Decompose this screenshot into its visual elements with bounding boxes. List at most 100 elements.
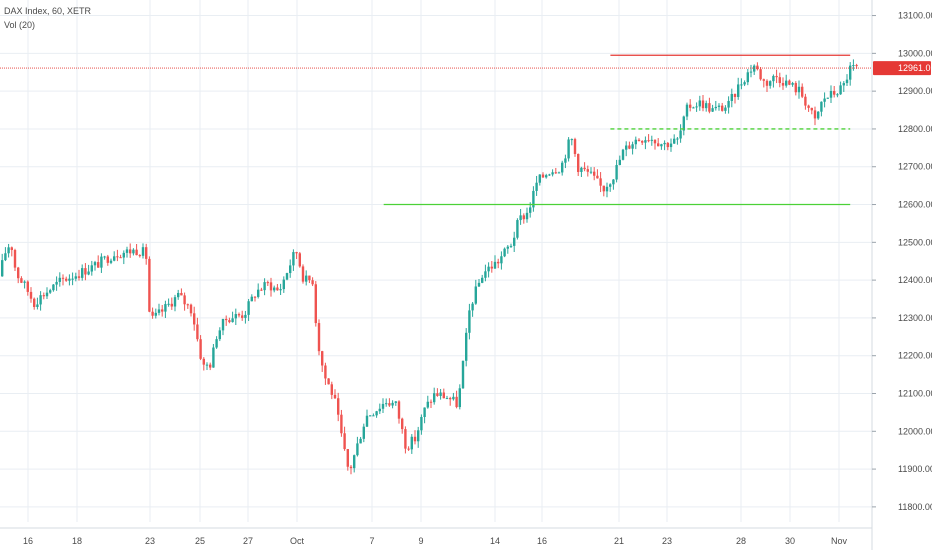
candle-body xyxy=(778,77,781,84)
candle-body xyxy=(135,249,138,256)
candle-body xyxy=(269,282,273,291)
candle-body xyxy=(161,309,164,312)
candle-body xyxy=(228,320,231,323)
candle-body xyxy=(746,72,749,83)
candle-body xyxy=(157,309,161,313)
candle-body xyxy=(109,260,113,263)
candle-body xyxy=(586,169,589,172)
candle-body xyxy=(301,266,305,282)
candle-body xyxy=(237,314,241,316)
candle-body xyxy=(1,260,4,277)
candle-body xyxy=(801,86,804,97)
candle-body xyxy=(548,174,551,176)
candle-body xyxy=(23,281,26,283)
candle-body xyxy=(461,360,465,389)
candle-body xyxy=(503,248,506,257)
time-axis-label: 28 xyxy=(736,536,746,546)
candle-body xyxy=(193,313,196,325)
candle-body xyxy=(852,65,855,67)
candle-body xyxy=(807,105,810,108)
time-axis-label: 16 xyxy=(537,536,547,546)
candle-body xyxy=(116,256,119,258)
price-axis-label: 12900.00 xyxy=(898,86,932,96)
candle-body xyxy=(849,65,852,80)
candle-body xyxy=(324,365,327,379)
candle-body xyxy=(618,159,621,166)
candle-body xyxy=(276,287,279,291)
last-price-label: 12961.05 xyxy=(898,63,932,73)
price-axis-label: 13000.00 xyxy=(898,48,932,58)
price-axis-label: 11800.00 xyxy=(898,502,932,512)
candle-body xyxy=(369,415,372,417)
candle-body xyxy=(481,277,484,283)
candle-body xyxy=(154,312,157,316)
candle-body xyxy=(244,314,247,318)
candle-body xyxy=(189,304,193,314)
candle-body xyxy=(413,436,417,442)
candle-body xyxy=(417,430,420,442)
candle-body xyxy=(378,408,381,412)
candle-body xyxy=(615,165,618,180)
candle-body xyxy=(138,255,141,257)
candle-body xyxy=(522,215,525,220)
candle-body xyxy=(39,295,42,305)
candle-body xyxy=(340,414,343,434)
candle-body xyxy=(221,318,225,331)
price-axis-label: 12300.00 xyxy=(898,313,932,323)
candle-body xyxy=(711,108,714,112)
candle-body xyxy=(359,438,362,444)
price-axis-label: 12600.00 xyxy=(898,200,932,210)
candle-body xyxy=(391,402,394,406)
price-axis-label: 12800.00 xyxy=(898,124,932,134)
time-axis-label: 25 xyxy=(195,536,205,546)
candle-body xyxy=(557,172,561,174)
candle-body xyxy=(682,116,685,131)
legend: DAX Index, 60, XETR Vol (20) xyxy=(4,4,91,32)
candle-body xyxy=(247,301,250,315)
candle-body xyxy=(804,96,807,106)
candle-body xyxy=(394,401,397,403)
candle-body xyxy=(647,140,650,142)
volume-label[interactable]: Vol (20) xyxy=(4,20,36,30)
candle-body xyxy=(420,417,423,431)
candle-body xyxy=(93,262,97,266)
candle-body xyxy=(445,398,449,400)
time-axis-label: 14 xyxy=(490,536,500,546)
candle-body xyxy=(759,69,762,80)
candle-body xyxy=(58,277,61,282)
candle-body xyxy=(202,358,205,365)
candle-body xyxy=(676,138,679,140)
candle-body xyxy=(785,80,788,86)
candle-body xyxy=(541,174,545,178)
candle-body xyxy=(330,384,333,395)
symbol-label[interactable]: DAX Index, 60, XETR xyxy=(4,6,92,16)
candle-body xyxy=(788,80,791,85)
candle-body xyxy=(145,247,148,259)
candle-body xyxy=(756,65,759,70)
candle-body xyxy=(465,332,468,361)
candle-body xyxy=(820,101,823,112)
candle-body xyxy=(225,318,228,321)
candle-body xyxy=(205,364,209,366)
candle-body xyxy=(164,304,167,312)
candle-body xyxy=(388,403,391,406)
price-axis-label: 11900.00 xyxy=(898,464,932,474)
candle-body xyxy=(554,172,557,174)
candle-body xyxy=(500,256,503,264)
candle-body xyxy=(762,79,765,81)
candle-body xyxy=(26,281,29,292)
candle-body xyxy=(823,98,826,102)
candle-body xyxy=(100,256,103,268)
candle-body xyxy=(724,107,727,111)
candle-body xyxy=(49,290,52,293)
candle-body xyxy=(381,403,385,409)
candle-body xyxy=(695,106,698,108)
candle-body xyxy=(385,403,388,405)
candle-body xyxy=(490,266,493,269)
candle-body xyxy=(212,347,215,368)
candle-body xyxy=(218,330,221,340)
candle-body xyxy=(266,282,269,284)
candle-body xyxy=(84,268,87,275)
time-axis-label: Oct xyxy=(290,536,305,546)
